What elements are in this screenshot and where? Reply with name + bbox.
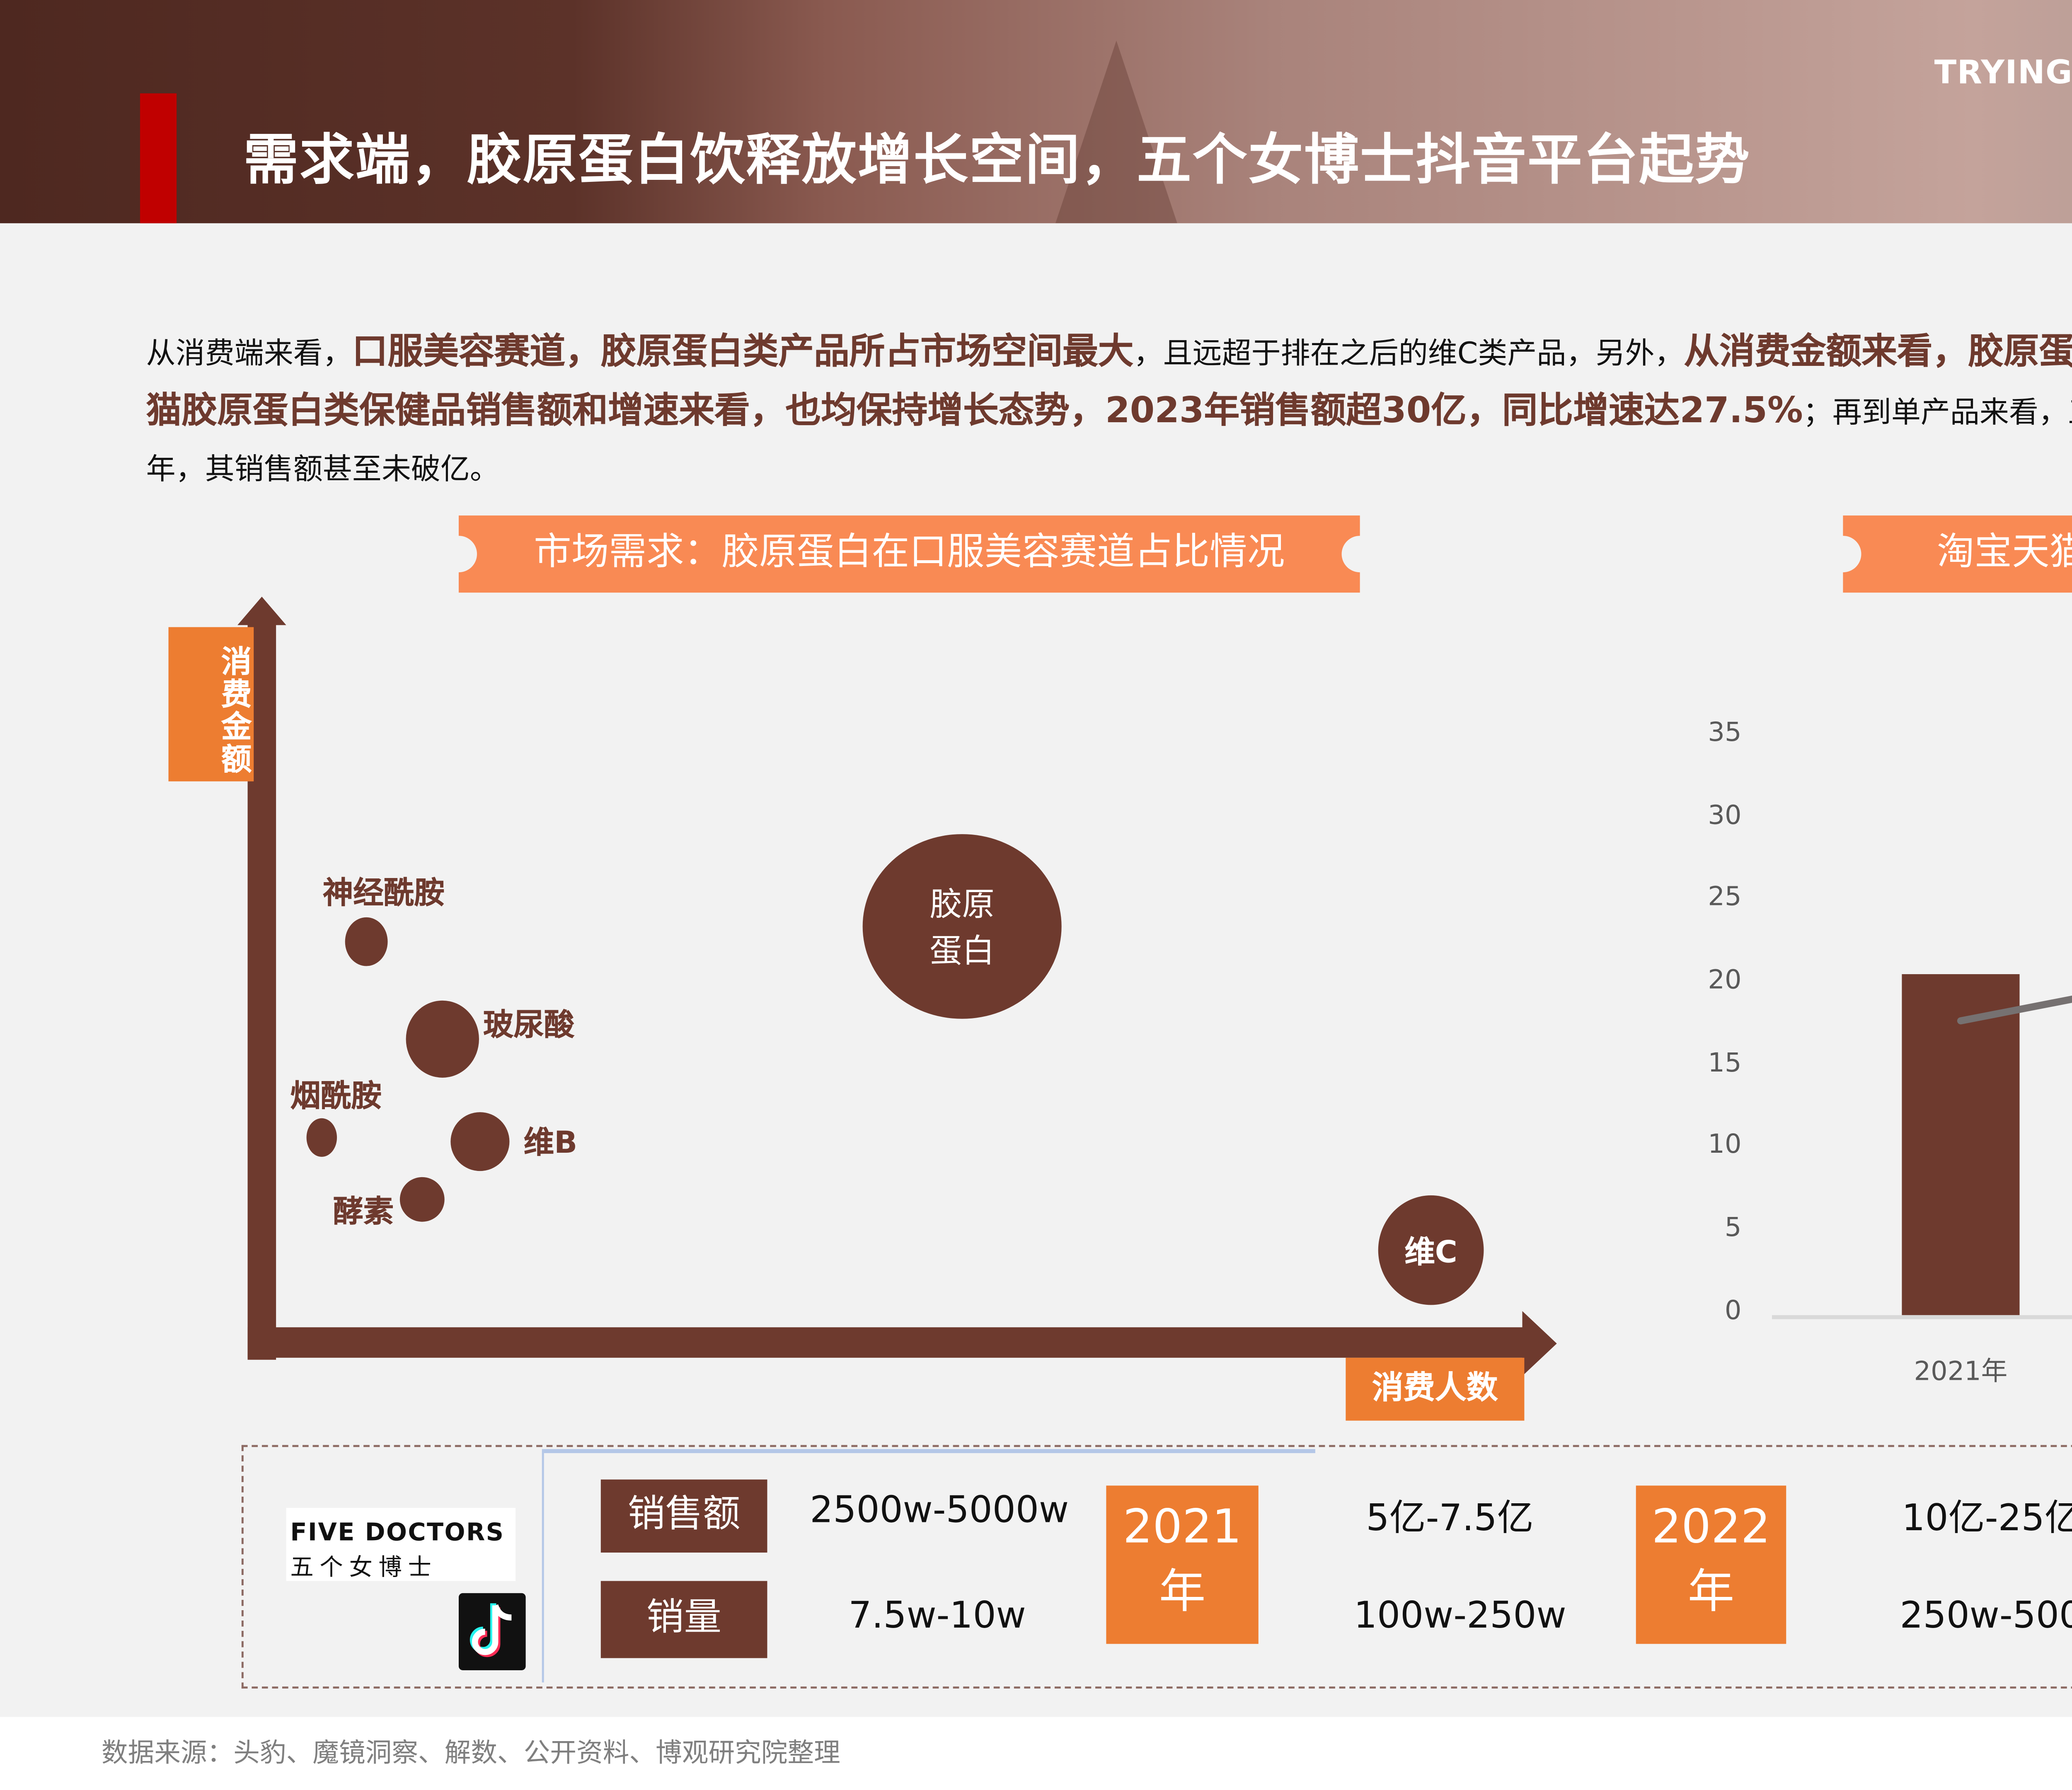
bubble-label-ceramide: 神经酰胺 [322, 875, 445, 912]
bar-chart-title: 淘宝天猫胶原蛋白市场销售趋势及同比增速 [1825, 515, 2072, 593]
bubble-label-enzyme: 酵素 [333, 1193, 394, 1230]
cell-sales-2021: 2500w-5000w [810, 1490, 1069, 1532]
bubble-niacinamide [306, 1118, 337, 1157]
x-axis-baseline [1772, 1315, 2072, 1318]
table-inner-border [544, 1449, 1315, 1452]
year-badge-number: 2021 [1123, 1502, 1242, 1555]
brand-logo-en: FIVE DOCTORS [290, 1518, 505, 1547]
tiktok-icon [458, 1593, 526, 1671]
bar-2021 [1902, 974, 2020, 1315]
bubble-label-niacinamide: 烟酰胺 [290, 1077, 382, 1115]
y-left-tick: 15 [1708, 1049, 1742, 1080]
footer-strip [0, 1717, 2072, 1790]
cell-sales-2023: 10亿-25亿 [1902, 1497, 2072, 1541]
table-inner-border [542, 1449, 544, 1683]
bubble-vitamin-b [450, 1112, 510, 1171]
year-badge-number: 2022 [1651, 1502, 1771, 1555]
bubble-label: 维C [1404, 1233, 1457, 1270]
summary-text: 从消费端来看， [146, 339, 352, 372]
cell-sales-2022: 5亿-7.5亿 [1366, 1497, 1534, 1541]
summary-paragraph: 从消费端来看，口服美容赛道，胶原蛋白类产品所占市场空间最大，且远超于排在之后的维… [146, 325, 2072, 499]
summary-highlight: 口服美容赛道，胶原蛋白类产品所占市场空间最大 [352, 333, 1134, 374]
bubble-vitamin-c: 维C [1378, 1195, 1484, 1305]
year-badge-2022: 2022 年 [1636, 1485, 1786, 1644]
x-axis-arrowhead-icon [1522, 1311, 1557, 1376]
growth-line [1957, 995, 2072, 1025]
row-label-volume: 销量 [600, 1581, 767, 1658]
bubble-hyaluronic-acid [406, 1000, 479, 1078]
year-badge-2021: 2021 年 [1106, 1485, 1259, 1644]
bubble-collagen: 胶原蛋白 [862, 834, 1062, 1019]
y-left-tick: 25 [1708, 883, 1742, 914]
bubble-label-hyaluronic-acid: 玻尿酸 [483, 1006, 575, 1043]
year-badge-unit: 年 [1687, 1567, 1735, 1620]
x-axis-label: 消费人数 [1346, 1357, 1525, 1421]
bar-chart-plot: 35 30 25 20 15 10 5 0 30% 25% 20% 15% 10… [1708, 718, 2072, 1388]
x-axis-arrow [247, 1327, 1527, 1358]
cell-volume-2023: 250w-500w [1900, 1595, 2072, 1638]
y-axis-label: 消费金额 [168, 627, 254, 781]
x-tick: 2021年 [1914, 1357, 2008, 1388]
y-left-tick: 10 [1708, 1130, 1742, 1161]
row-label-sales: 销售额 [600, 1479, 767, 1553]
data-source-note: 数据来源：头豹、魔镜洞察、解数、公开资料、博观研究院整理 [101, 1739, 840, 1770]
bubble-enzyme [399, 1177, 445, 1222]
y-left-tick: 30 [1708, 801, 1742, 832]
y-left-tick: 35 [1708, 718, 1742, 749]
bubble-ceramide [345, 917, 388, 966]
cell-volume-2022: 100w-250w [1353, 1595, 1566, 1638]
header-banner [0, 0, 2072, 223]
y-left-tick: 5 [1724, 1214, 1742, 1244]
bubble-label: 胶原蛋白 [929, 884, 995, 969]
brand-logo-cn: 五个女博士 [290, 1552, 438, 1581]
page-title: 需求端，胶原蛋白饮释放增长空间，五个女博士抖音平台起势 [243, 130, 1751, 193]
five-doctors-logo [286, 1508, 516, 1581]
cell-volume-2021: 7.5w-10w [848, 1595, 1026, 1638]
title-accent-bar [140, 93, 177, 223]
y-left-tick: 0 [1724, 1297, 1742, 1328]
summary-text: ；再到单产品来看，五个女博士在抖音平台起势，2023年销售额在10亿-25亿之间… [146, 398, 2072, 487]
tagline: TRYING TO FIND THE BEST SOLUTIONS [1934, 53, 2072, 92]
year-badge-unit: 年 [1159, 1567, 1206, 1620]
bubble-chart-title: 市场需求：胶原蛋白在口服美容赛道占比情况 [440, 515, 1378, 593]
y-axis-arrowhead-icon [237, 597, 286, 625]
summary-highlight: 从淘宝天猫胶原蛋白类保健品销售额和增速来看，也均保持增长态势，2023年销售额超… [146, 392, 1803, 433]
y-left-tick: 20 [1708, 966, 1742, 997]
bubble-label-vitamin-b: 维B [523, 1124, 578, 1161]
summary-text: ，且远超于排在之后的维C类产品，另外， [1133, 339, 1684, 372]
summary-highlight: 从消费金额来看，胶原蛋白类产品也处在高位 [1684, 333, 2072, 374]
sales-table-frame [241, 1445, 2072, 1689]
